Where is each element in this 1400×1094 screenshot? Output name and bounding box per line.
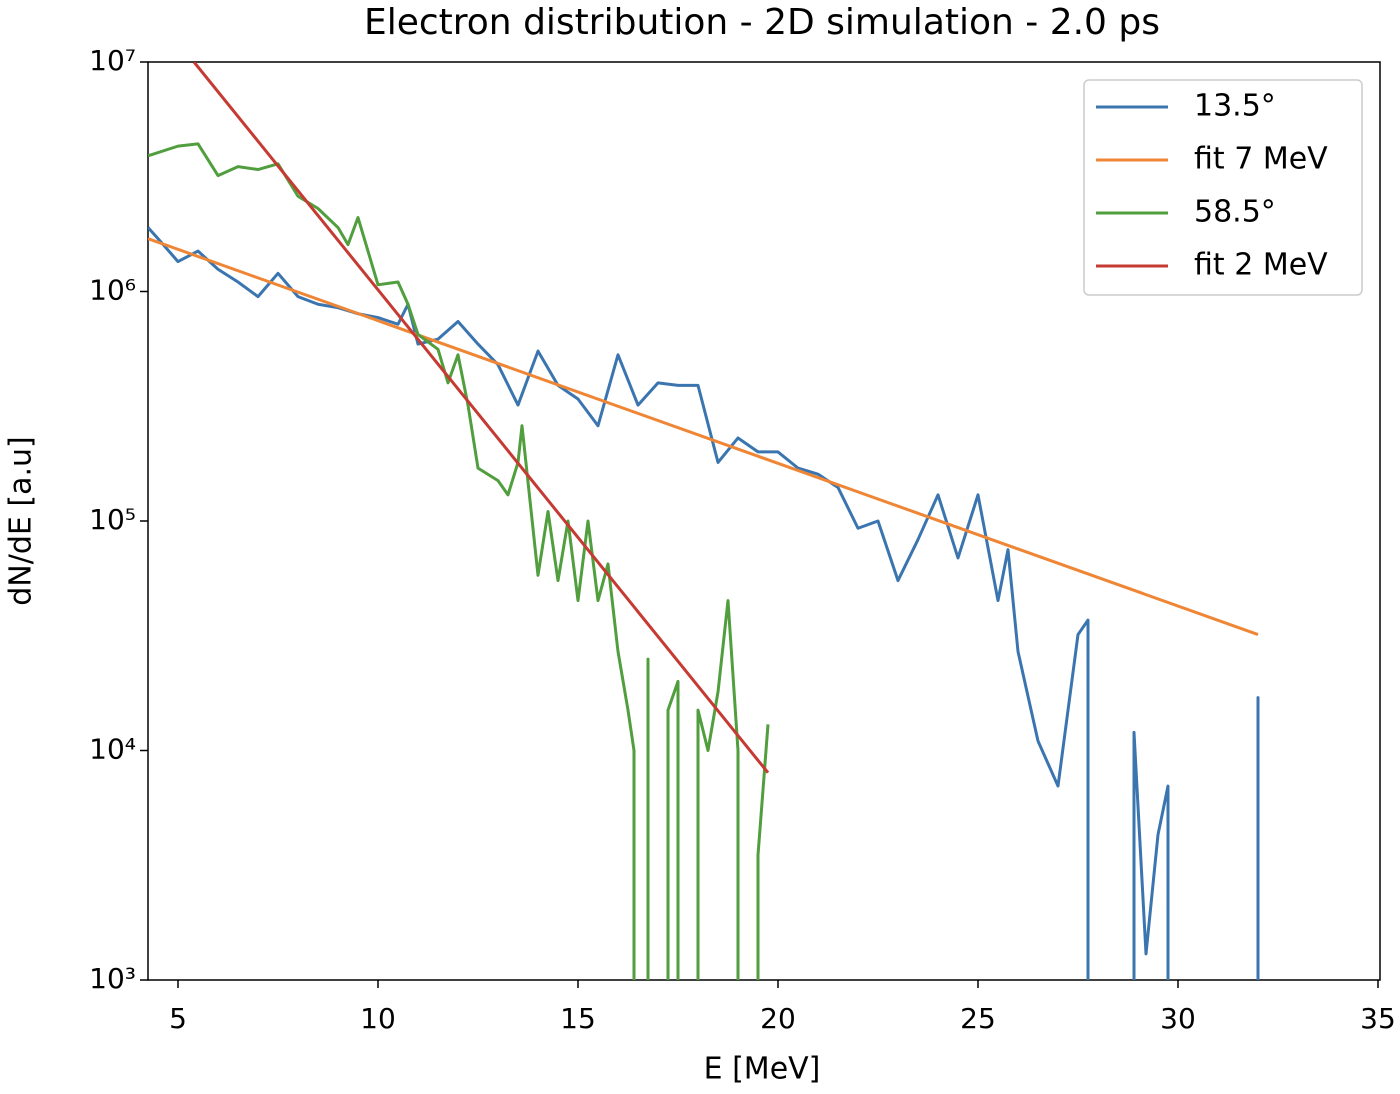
x-tick-label: 35 xyxy=(1360,1002,1396,1035)
x-tick-label: 10 xyxy=(360,1002,396,1035)
y-axis-label: dN/dE [a.u] xyxy=(4,436,39,605)
y-tick-label: 10⁶ xyxy=(89,274,136,307)
series-line xyxy=(148,226,1260,980)
y-tick-label: 10³ xyxy=(89,962,136,995)
legend-label: fit 7 MeV xyxy=(1194,142,1328,177)
legend-label: 58.5° xyxy=(1194,195,1276,230)
x-tick-label: 25 xyxy=(960,1002,996,1035)
legend-label: 13.5° xyxy=(1194,89,1276,124)
y-tick-label: 10⁷ xyxy=(89,44,136,77)
y-tick-label: 10⁵ xyxy=(89,503,136,536)
series-line xyxy=(148,237,1259,636)
x-tick-label: 20 xyxy=(760,1002,796,1035)
x-tick-label: 30 xyxy=(1160,1002,1196,1035)
plot-area xyxy=(148,62,1260,980)
legend-label: fit 2 MeV xyxy=(1194,248,1328,283)
series-line xyxy=(148,142,770,980)
legend-box xyxy=(1083,79,1363,296)
x-tick-label: 15 xyxy=(560,1002,596,1035)
series-line xyxy=(192,62,770,774)
chart-title: Electron distribution - 2D simulation - … xyxy=(364,2,1160,43)
x-axis-label: E [MeV] xyxy=(704,1052,821,1087)
x-tick-label: 5 xyxy=(169,1002,187,1035)
y-tick-label: 10⁴ xyxy=(89,733,136,766)
